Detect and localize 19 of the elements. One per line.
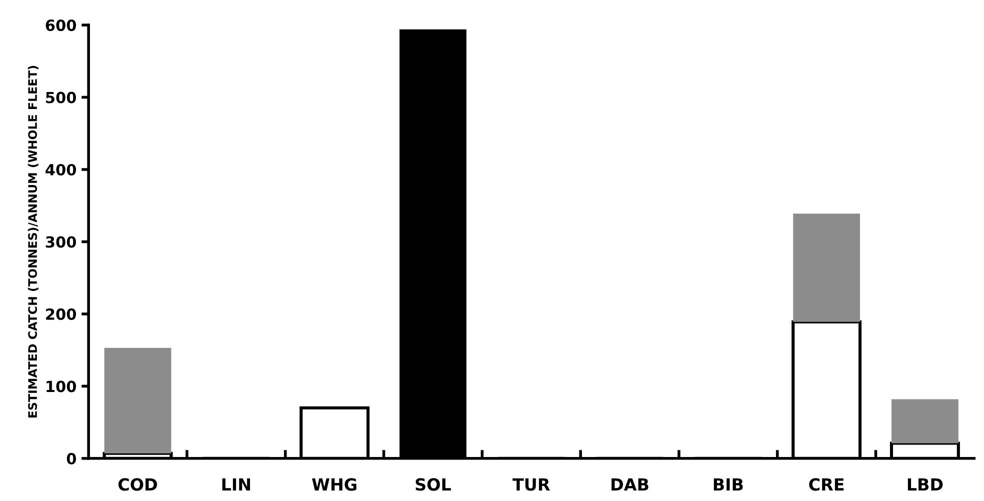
y-tick-label: 200 [46, 308, 76, 320]
x-tick-label: DAB [612, 478, 648, 491]
y-tick-label: 400 [46, 164, 76, 176]
y-tick-label: 500 [46, 92, 76, 104]
bar [104, 348, 172, 454]
y-tick-label: 100 [46, 380, 76, 392]
x-tick-label: BIB [714, 478, 743, 491]
x-tick-label: WHG [312, 478, 356, 491]
y-tick-label: 300 [46, 236, 76, 248]
y-tick-label: 600 [46, 20, 76, 32]
y-axis-title: ESTIMATED CATCH (TONNES)/ANNUM (WHOLE FLEET) [28, 66, 38, 418]
x-tick-label: CRE [809, 478, 844, 491]
y-tick-label: 0 [66, 452, 76, 464]
bar [793, 214, 860, 322]
x-tick-label: LIN [222, 478, 250, 491]
x-tick-label: TUR [512, 478, 550, 491]
x-tick-label: SOL [416, 478, 451, 491]
x-tick-label: LBD [908, 478, 943, 491]
x-tick-label: COD [118, 478, 158, 491]
